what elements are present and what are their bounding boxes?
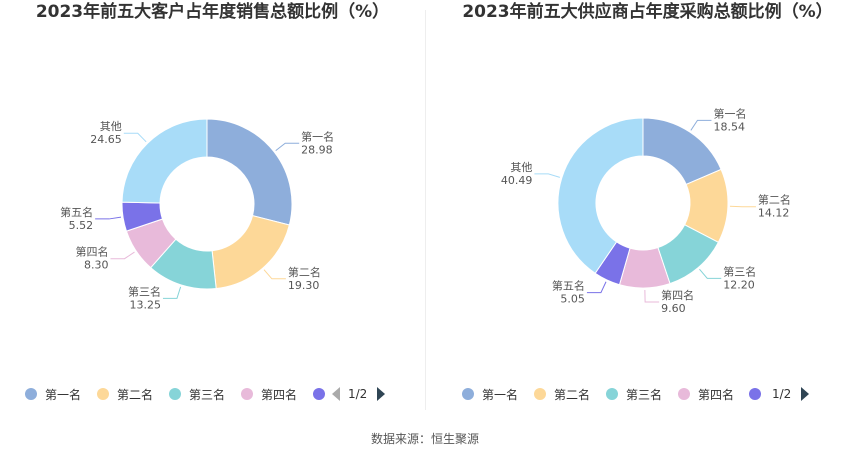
- customer-chart-panel: 2023年前五大客户占年度销售总额比例（%） 第一名 28.98 第二名 19.30 第…: [0, 0, 425, 410]
- chart-title: 2023年前五大客户占年度销售总额比例（%）: [35, 2, 390, 22]
- legend-pager: 1/2: [772, 384, 810, 404]
- legend-item-third[interactable]: 第三名: [606, 384, 662, 404]
- slice-category-label: 第二名: [288, 265, 321, 279]
- previous-page-icon[interactable]: [332, 387, 340, 401]
- label-leader-line: [644, 289, 660, 303]
- legend-marker: [25, 388, 37, 400]
- label-leader-line: [123, 132, 147, 143]
- label-leader-line: [162, 286, 182, 299]
- legend-marker: [169, 388, 181, 400]
- next-page-icon[interactable]: [377, 387, 386, 401]
- slice-value-label: 12.20: [723, 278, 755, 291]
- slice-value-label: 19.30: [288, 279, 320, 292]
- legend-page-indicator: 1/2: [348, 387, 368, 401]
- donut-slice[interactable]: [121, 118, 208, 204]
- slice-value-label: 5.05: [560, 293, 585, 306]
- slice-category-label: 第一名: [301, 129, 334, 143]
- slice-category-label: 第四名: [75, 245, 108, 259]
- slice-value-label: 13.25: [129, 298, 161, 311]
- slice-category-label: 第三名: [128, 284, 161, 298]
- label-leader-line: [95, 216, 122, 220]
- label-leader-line: [699, 268, 722, 279]
- supplier-chart-panel: 2023年前五大供应商占年度采购总额比例（%） 第一名 18.54 第二名 14.12…: [425, 0, 850, 410]
- slice-category-label: 第四名: [661, 288, 694, 302]
- slice-category-label: 第三名: [723, 264, 756, 278]
- legend-item-fifth[interactable]: [313, 384, 333, 404]
- slice-category-label: 其他: [100, 120, 122, 133]
- legend-page-indicator: 1/2: [772, 387, 792, 401]
- panel-divider: [425, 10, 426, 410]
- slice-value-label: 8.30: [84, 259, 109, 272]
- legend-label: 第三名: [626, 387, 663, 402]
- slice-category-label: 第二名: [758, 193, 791, 207]
- legend-label: 第二名: [117, 387, 154, 402]
- legend-label: 第二名: [554, 387, 591, 402]
- legend-item-second[interactable]: 第二名: [97, 384, 153, 404]
- legend-marker: [97, 388, 109, 400]
- legend-marker: [678, 388, 690, 400]
- slice-category-label: 其他: [510, 161, 532, 174]
- legend-marker: [534, 388, 546, 400]
- legend-marker: [313, 388, 325, 400]
- legend-item-first[interactable]: 第一名: [462, 384, 518, 404]
- legend-label: 第一名: [482, 387, 519, 402]
- slice-category-label: 第五名: [60, 205, 93, 219]
- legend-item-third[interactable]: 第三名: [169, 384, 225, 404]
- donut-slice[interactable]: [557, 117, 644, 274]
- legend-label: 第一名: [45, 387, 82, 402]
- legend-item-fifth[interactable]: [749, 384, 769, 404]
- legend-item-second[interactable]: 第二名: [534, 384, 590, 404]
- legend-label: 第四名: [261, 387, 298, 402]
- slice-value-label: 9.60: [661, 302, 686, 315]
- legend-item-fourth[interactable]: 第四名: [241, 384, 297, 404]
- legend-label: 第四名: [698, 387, 735, 402]
- donut-slice[interactable]: [206, 118, 293, 226]
- label-leader-line: [110, 251, 135, 260]
- legend-marker: [241, 388, 253, 400]
- chart-legend: 第一名 第二名 第三名 第四名 1/2: [0, 384, 425, 404]
- legend-marker: [749, 388, 761, 400]
- label-leader-line: [534, 173, 561, 178]
- legend-pager: 1/2: [332, 384, 386, 404]
- legend-marker: [462, 388, 474, 400]
- donut-slice[interactable]: [211, 215, 290, 290]
- label-leader-line: [263, 269, 286, 280]
- slice-value-label: 28.98: [301, 143, 333, 156]
- label-leader-line: [586, 281, 607, 294]
- slice-value-label: 5.52: [69, 219, 94, 232]
- legend-label: 第三名: [189, 387, 226, 402]
- slice-value-label: 18.54: [713, 120, 745, 133]
- slice-value-label: 24.65: [90, 133, 122, 146]
- slice-value-label: 14.12: [758, 207, 790, 220]
- legend-item-first[interactable]: 第一名: [25, 384, 81, 404]
- legend-marker: [606, 388, 618, 400]
- chart-title: 2023年前五大供应商占年度采购总额比例（%）: [462, 2, 833, 22]
- data-source-note: 数据来源：恒生聚源: [370, 432, 479, 446]
- next-page-icon[interactable]: [801, 387, 810, 401]
- label-leader-line: [275, 142, 300, 152]
- slice-value-label: 40.49: [501, 174, 533, 187]
- legend-item-fourth[interactable]: 第四名: [678, 384, 734, 404]
- slice-category-label: 第五名: [552, 279, 585, 293]
- label-leader-line: [690, 119, 712, 131]
- slice-category-label: 第一名: [713, 106, 746, 120]
- chart-legend: 第一名 第二名 第三名 第四名 1/2: [425, 384, 850, 404]
